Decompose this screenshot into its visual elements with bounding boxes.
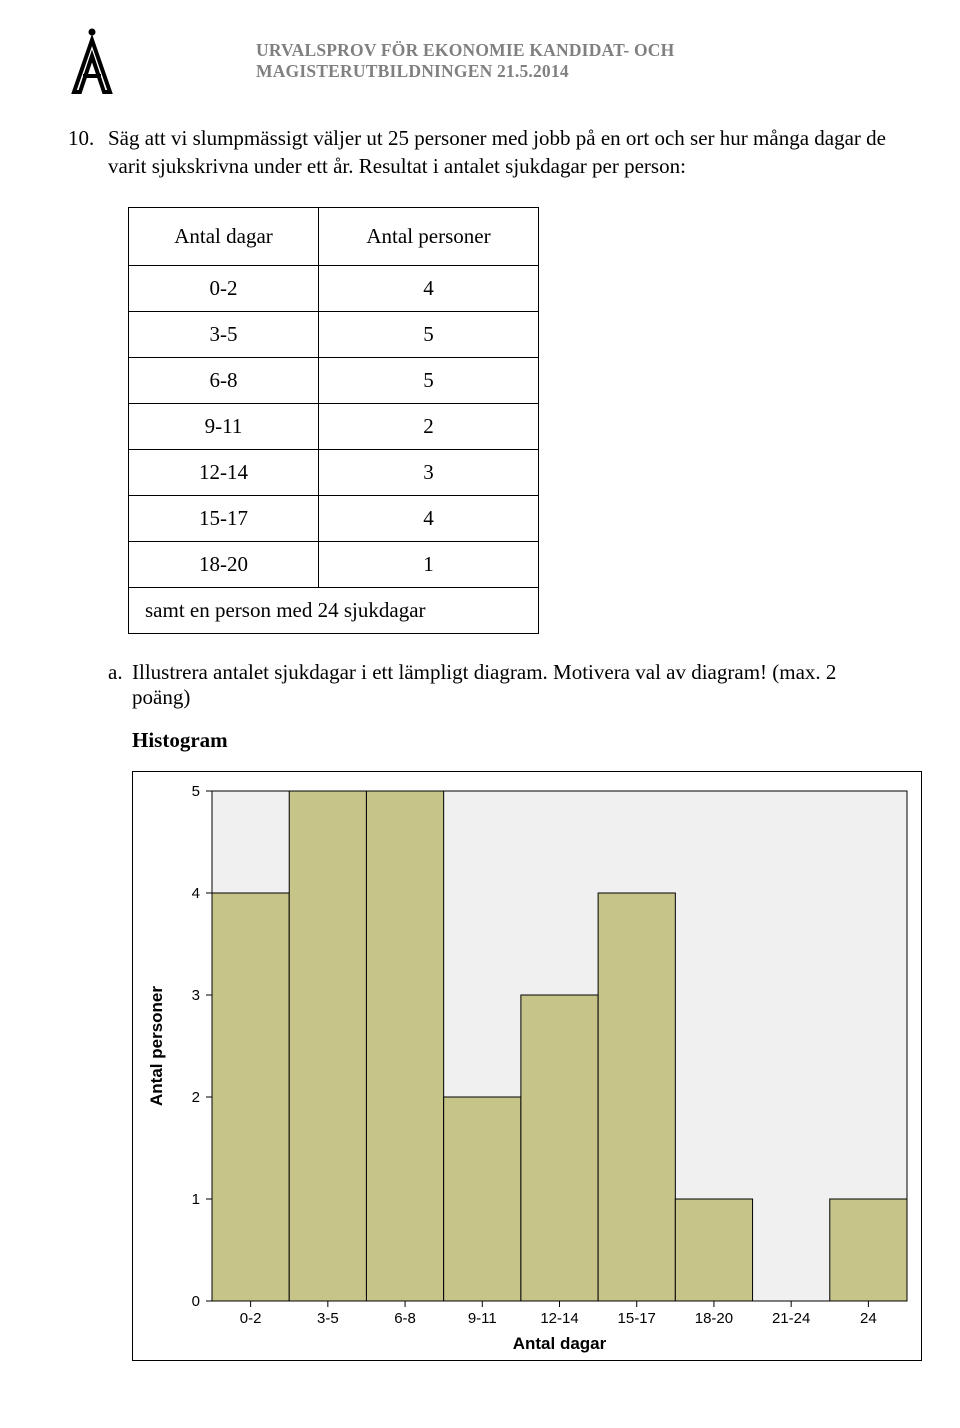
logo-abo-akademi: [68, 28, 116, 96]
table-cell: 9-11: [129, 403, 319, 449]
table-footer-cell: samt en person med 24 sjukdagar: [129, 587, 539, 633]
svg-text:Antal dagar: Antal dagar: [513, 1334, 607, 1353]
data-table: Antal dagar Antal personer 0-24 3-55 6-8…: [128, 207, 539, 634]
svg-text:0-2: 0-2: [240, 1310, 262, 1327]
chart-title: Histogram: [132, 728, 892, 753]
svg-text:6-8: 6-8: [394, 1310, 416, 1327]
table-cell: 5: [319, 357, 539, 403]
svg-text:18-20: 18-20: [695, 1310, 733, 1327]
header-title: URVALSPROV FÖR EKONOMIE KANDIDAT- OCH MA…: [256, 40, 892, 82]
question-10: 10. Säg att vi slumpmässigt väljer ut 25…: [68, 124, 892, 181]
svg-text:1: 1: [192, 1191, 200, 1208]
question-number: 10.: [68, 124, 108, 181]
svg-text:21-24: 21-24: [772, 1310, 810, 1327]
table-footer-row: samt en person med 24 sjukdagar: [129, 587, 539, 633]
table-cell: 4: [319, 265, 539, 311]
table-row: 0-24: [129, 265, 539, 311]
svg-text:2: 2: [192, 1089, 200, 1106]
subquestion-text: Illustrera antalet sjukdagar i ett lämpl…: [132, 660, 892, 710]
svg-text:3: 3: [192, 987, 200, 1004]
table-cell: 12-14: [129, 449, 319, 495]
subquestion-label: a.: [108, 660, 132, 710]
table-cell: 4: [319, 495, 539, 541]
svg-text:24: 24: [860, 1310, 877, 1327]
table-cell: 15-17: [129, 495, 319, 541]
page-header: URVALSPROV FÖR EKONOMIE KANDIDAT- OCH MA…: [68, 28, 892, 96]
table-cell: 18-20: [129, 541, 319, 587]
table-row: 3-55: [129, 311, 539, 357]
question-text: Säg att vi slumpmässigt väljer ut 25 per…: [108, 124, 892, 181]
table-cell: 3-5: [129, 311, 319, 357]
svg-text:0: 0: [192, 1293, 200, 1310]
table-header-cell: Antal dagar: [129, 207, 319, 265]
table-cell: 6-8: [129, 357, 319, 403]
svg-text:3-5: 3-5: [317, 1310, 339, 1327]
table-row: 9-112: [129, 403, 539, 449]
table-row: 6-85: [129, 357, 539, 403]
table-header-cell: Antal personer: [319, 207, 539, 265]
svg-text:9-11: 9-11: [468, 1310, 497, 1327]
table-cell: 0-2: [129, 265, 319, 311]
svg-text:4: 4: [192, 885, 200, 902]
table-row: 15-174: [129, 495, 539, 541]
table-row: 12-143: [129, 449, 539, 495]
svg-text:15-17: 15-17: [618, 1310, 656, 1327]
svg-text:Antal personer: Antal personer: [147, 985, 166, 1105]
table-cell: 1: [319, 541, 539, 587]
svg-text:5: 5: [192, 783, 200, 800]
table-cell: 5: [319, 311, 539, 357]
table-cell: 2: [319, 403, 539, 449]
table-cell: 3: [319, 449, 539, 495]
subquestion-a: a. Illustrera antalet sjukdagar i ett lä…: [108, 660, 892, 710]
histogram-svg: 0 1 2 3 4 5 0-2 3-5 6-8 9-11 12-14 15-17 18-20 21-24 2…: [132, 771, 922, 1361]
table-row: 18-201: [129, 541, 539, 587]
table-header-row: Antal dagar Antal personer: [129, 207, 539, 265]
svg-text:12-14: 12-14: [540, 1310, 578, 1327]
page: URVALSPROV FÖR EKONOMIE KANDIDAT- OCH MA…: [0, 0, 960, 1401]
histogram-chart: 0 1 2 3 4 5 0-2 3-5 6-8 9-11 12-14 15-17 18-20 21-24 2…: [132, 771, 892, 1361]
